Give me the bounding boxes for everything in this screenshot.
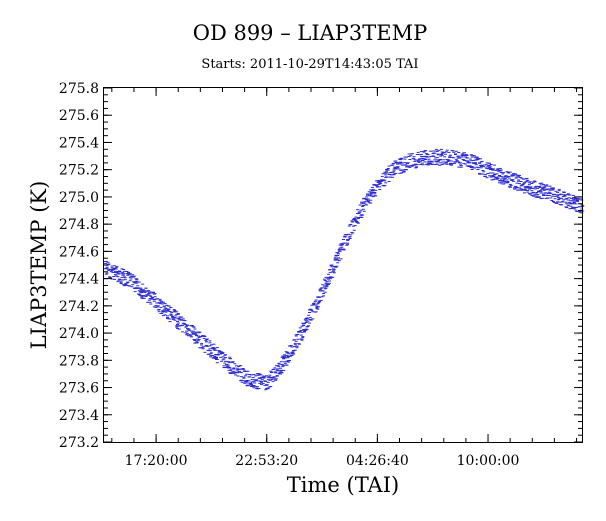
chart-title: OD 899 – LIAP3TEMP <box>193 21 428 45</box>
y-tick-label: 273.2 <box>59 435 99 451</box>
y-tick-label: 273.8 <box>59 353 99 369</box>
axis-ticks: 273.2 273.4 273.6 273.8 274.0 274.2 274.4 274.6… <box>59 81 582 469</box>
y-tick-label: 275.4 <box>59 135 99 151</box>
plot-frame <box>103 87 583 443</box>
y-tick-label: 274.8 <box>59 217 99 233</box>
y-tick-label: 274.4 <box>59 272 99 288</box>
x-tick-label: 17:20:00 <box>125 453 188 469</box>
y-tick-label: 274.2 <box>59 299 99 315</box>
x-tick-label: 22:53:20 <box>235 453 298 469</box>
data-marks <box>104 148 585 391</box>
y-tick-label: 274.6 <box>59 244 99 260</box>
y-tick-label: 275.0 <box>59 190 99 206</box>
chart-subtitle: Starts: 2011-10-29T14:43:05 TAI <box>201 57 418 72</box>
y-tick-label: 274.0 <box>59 326 99 342</box>
x-tick-label: 10:00:00 <box>457 453 520 469</box>
y-axis-label: LIAP3TEMP (K) <box>27 181 51 350</box>
y-tick-label: 275.2 <box>59 163 99 179</box>
y-tick-label: 275.6 <box>59 108 99 124</box>
y-tick-label: 275.8 <box>59 81 99 97</box>
x-axis-label: Time (TAI) <box>287 473 399 497</box>
x-tick-label: 04:26:40 <box>346 453 409 469</box>
y-tick-label: 273.6 <box>59 381 99 397</box>
y-tick-label: 273.4 <box>59 408 99 424</box>
